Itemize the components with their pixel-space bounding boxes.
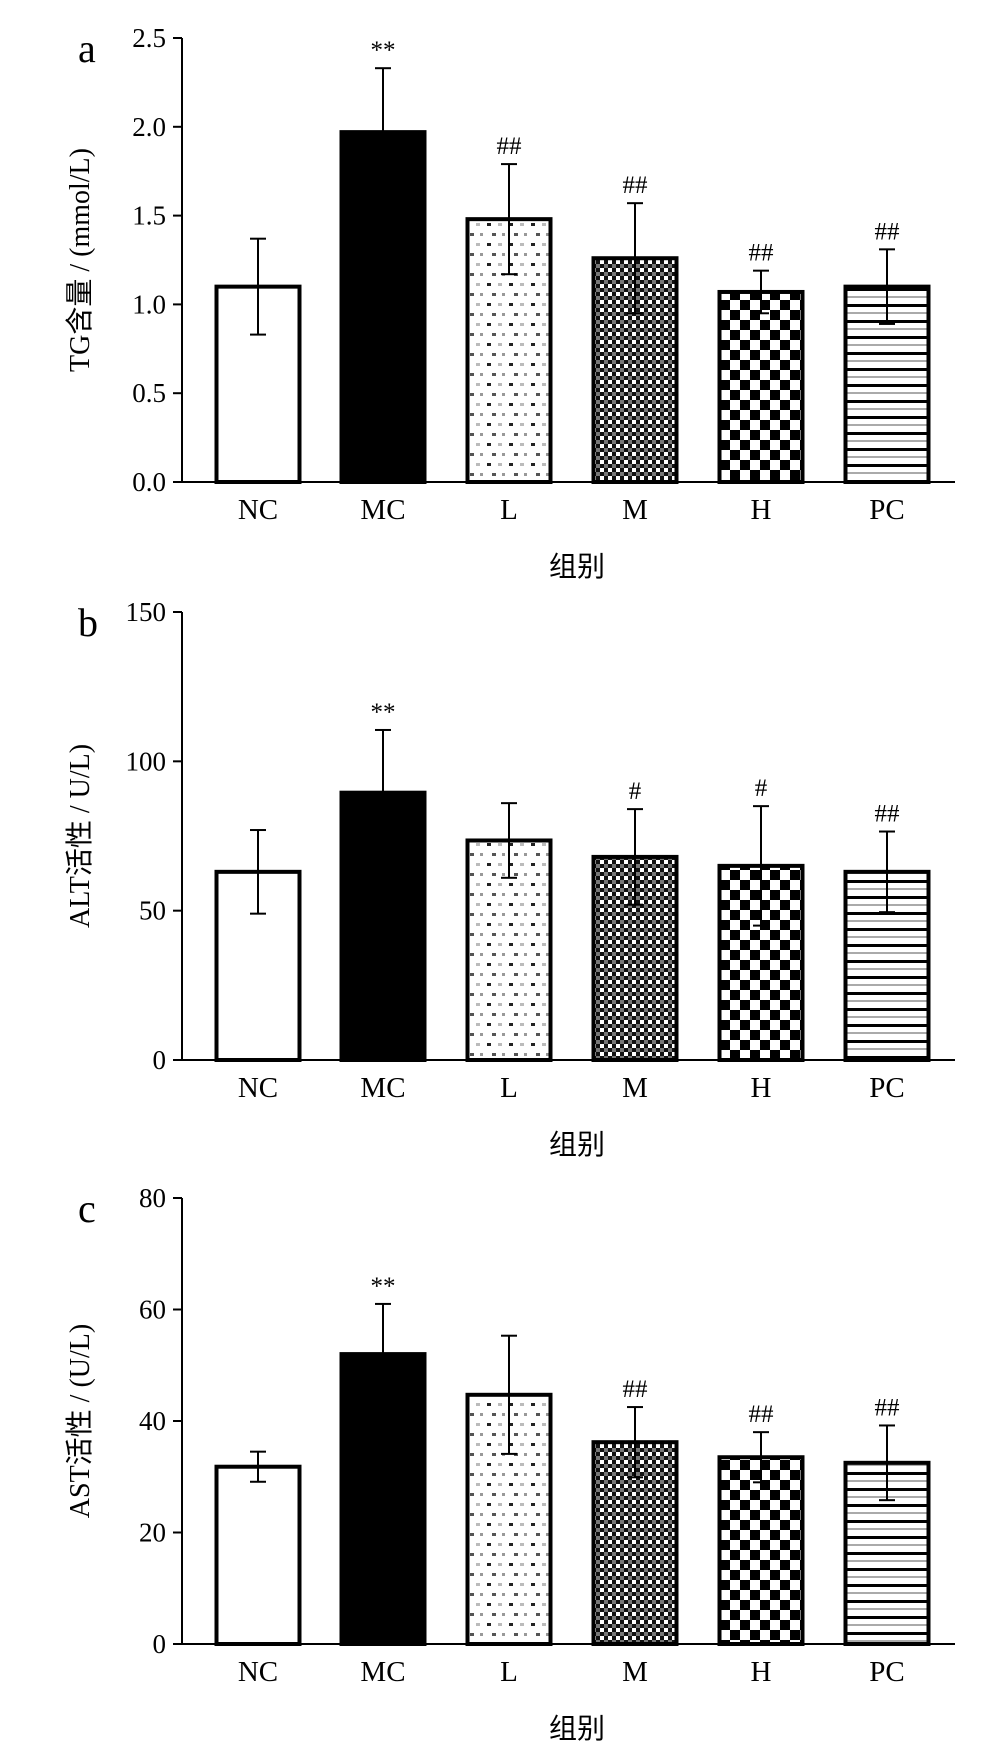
x-axis-title: 组别 [549,551,605,583]
x-tick-label-H: H [751,494,772,526]
y-tick-label: 100 [126,746,167,776]
significance-mark-H: # [755,775,768,802]
y-axis-title: AST活性 / (U/L) [64,1324,96,1518]
y-tick-label: 50 [139,896,166,926]
panel-letter: b [78,600,98,645]
panel-letter: c [78,1186,96,1231]
significance-mark-M: ## [623,172,649,199]
y-tick-label: 2.5 [132,23,166,53]
significance-mark-M: # [629,778,642,805]
significance-mark-MC: ** [371,699,396,726]
x-tick-label-MC: MC [360,1072,405,1104]
significance-mark-PC: ## [875,218,901,245]
y-tick-label: 40 [139,1406,166,1436]
bar-PC [843,284,931,485]
x-tick-label-L: L [500,494,518,526]
y-tick-label: 0.5 [132,378,166,408]
x-tick-label-H: H [751,1072,772,1104]
x-tick-label-M: M [622,1072,648,1104]
x-tick-label-PC: PC [869,494,904,526]
x-tick-label-M: M [622,494,648,526]
significance-mark-M: ## [623,1376,649,1403]
x-tick-label-PC: PC [869,1656,904,1688]
panel-letter: a [78,26,96,71]
x-axis-title: 组别 [549,1713,605,1745]
x-tick-label-MC: MC [360,1656,405,1688]
significance-mark-MC: ** [371,37,396,64]
y-tick-label: 1.5 [132,201,166,231]
x-tick-label-H: H [751,1656,772,1688]
y-axis-title: TG含量 / (mmol/L) [64,148,96,372]
x-tick-label-L: L [500,1656,518,1688]
y-tick-label: 80 [139,1183,166,1213]
chart-panel-a: 0.0 0.5 1.0 1.5 2.0 2.5 NC ** MC ## L ## M ## H ## PC 组别 T… [64,23,955,583]
y-tick-label: 1.0 [132,289,166,319]
x-tick-label-NC: NC [238,1072,278,1104]
x-tick-label-MC: MC [360,494,405,526]
y-tick-label: 20 [139,1518,166,1548]
x-tick-label-NC: NC [238,1656,278,1688]
bar-H [717,1455,805,1647]
chart-panel-b: 0 50 100 150 NC ** MC L # M # H ## PC 组别 ALT活性 / U/L) b [64,597,955,1161]
y-tick-label: 0 [153,1629,167,1659]
x-tick-label-NC: NC [238,494,278,526]
y-tick-label: 0.0 [132,467,166,497]
bar-NC [214,1464,302,1646]
x-tick-label-PC: PC [869,1072,904,1104]
significance-mark-H: ## [749,1401,775,1428]
significance-mark-PC: ## [875,801,901,828]
panels-root: 0.00.51.01.52.02.5NC**MC##L##M##H##PC组别T… [64,23,955,1745]
chart-panel-c: 0 20 40 60 80 NC ** MC L ## M ## H ## PC 组别 AST活性 / (U/L… [64,1183,955,1745]
bar-H [717,289,805,484]
bar-L [465,217,553,484]
significance-mark-H: ## [749,240,775,267]
x-tick-label-L: L [500,1072,518,1104]
significance-mark-PC: ## [875,1394,901,1421]
x-tick-label-M: M [622,1656,648,1688]
significance-mark-MC: ** [371,1273,396,1300]
significance-mark-L: ## [497,133,523,160]
y-tick-label: 60 [139,1295,166,1325]
y-tick-label: 0 [153,1045,167,1075]
y-axis-title: ALT活性 / U/L) [64,744,96,928]
x-axis-title: 组别 [549,1129,605,1161]
y-tick-label: 150 [126,597,167,627]
y-tick-label: 2.0 [132,112,166,142]
